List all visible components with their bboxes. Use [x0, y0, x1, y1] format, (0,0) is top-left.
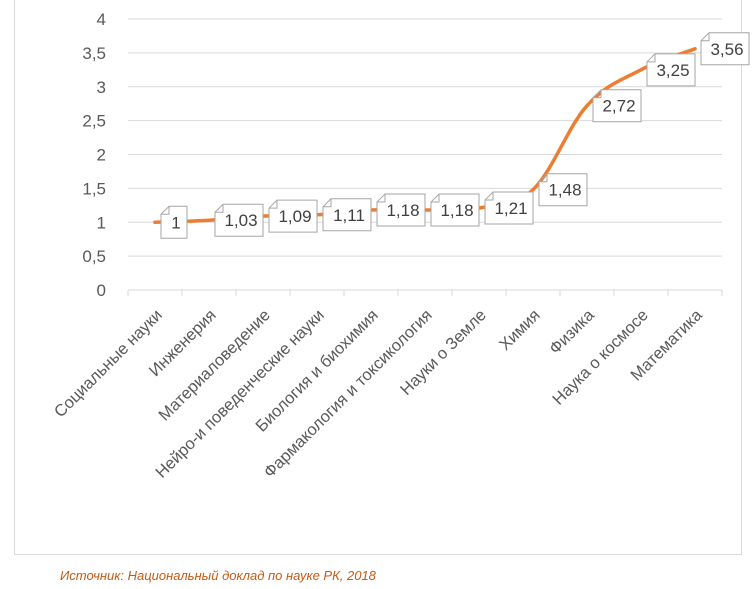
svg-text:1,21: 1,21: [494, 199, 527, 218]
data-label: 1,21: [484, 191, 534, 225]
data-point: [639, 68, 643, 72]
y-tick-label: 1: [97, 213, 106, 232]
data-point: [153, 220, 157, 224]
data-label: 1,18: [376, 193, 426, 227]
y-tick-label: 1,5: [82, 179, 106, 198]
svg-text:1,03: 1,03: [224, 211, 257, 230]
data-label: 3,25: [646, 53, 696, 87]
y-tick-label: 2: [97, 146, 106, 165]
svg-text:1,48: 1,48: [548, 181, 581, 200]
y-tick-label: 2,5: [82, 112, 106, 131]
data-label: 2,72: [592, 89, 642, 123]
source-note: Источник: Национальный доклад по науке Р…: [60, 568, 376, 583]
svg-text:2,72: 2,72: [602, 97, 635, 116]
y-tick-label: 3,5: [82, 44, 106, 63]
x-tick-label: Химия: [496, 306, 544, 354]
x-tick-label: Физика: [546, 306, 598, 358]
svg-text:3,56: 3,56: [710, 40, 743, 59]
data-label: 1: [160, 205, 188, 239]
data-point: [531, 188, 535, 192]
svg-text:1,18: 1,18: [386, 201, 419, 220]
data-label: 1,09: [268, 199, 318, 233]
svg-text:1,11: 1,11: [333, 206, 365, 225]
data-label: 1,11: [322, 198, 372, 232]
y-tick-label: 0: [97, 281, 106, 300]
chart-frame: [14, 0, 742, 555]
data-label: 3,56: [700, 32, 750, 66]
data-label: 1,48: [538, 173, 588, 207]
y-tick-label: 0,5: [82, 247, 106, 266]
data-label: 1,03: [214, 203, 264, 237]
svg-text:3,25: 3,25: [656, 61, 689, 80]
y-tick-label: 4: [97, 10, 106, 29]
y-tick-label: 3: [97, 78, 106, 97]
svg-text:1: 1: [171, 213, 180, 232]
data-point: [693, 47, 697, 51]
data-point: [585, 104, 589, 108]
data-label: 1,18: [430, 193, 480, 227]
data-point: [207, 218, 211, 222]
svg-text:1,18: 1,18: [440, 201, 473, 220]
svg-text:1,09: 1,09: [278, 207, 311, 226]
x-tick-label: Наука о космосе: [549, 306, 652, 409]
